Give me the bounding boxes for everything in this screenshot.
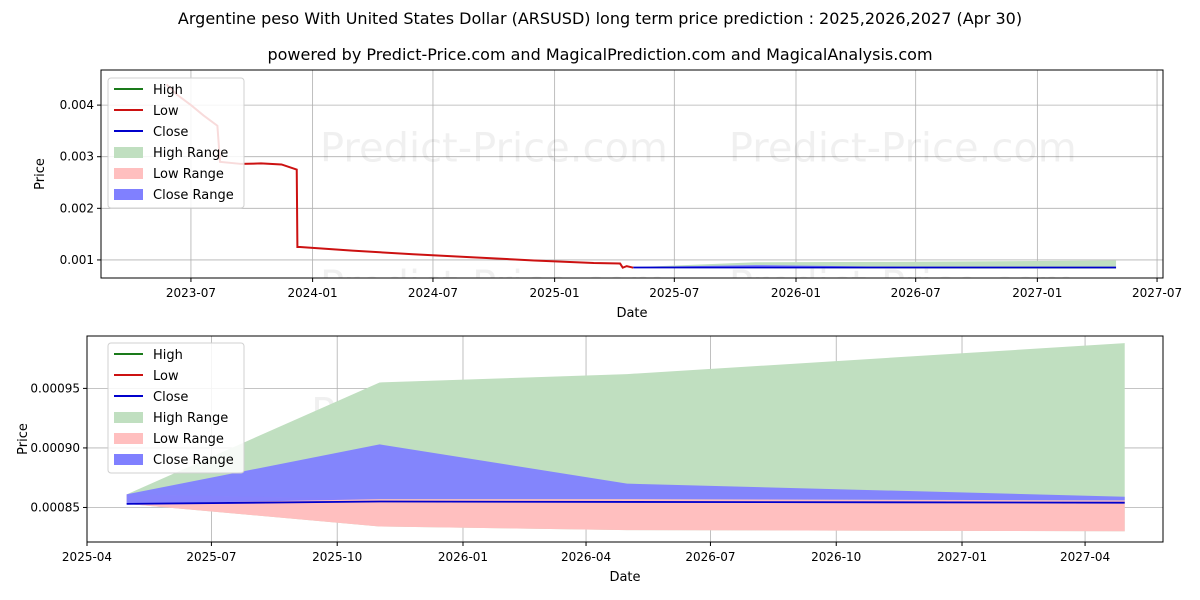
- panel2-legend-label-close: Close: [153, 390, 188, 405]
- watermark: Predict-Price.com: [729, 126, 1077, 172]
- panel2-plot-frame: [86, 335, 1164, 543]
- panel2-x-tick-label: 2025-04: [62, 550, 112, 564]
- panel1-x-tick-label: 2025-01: [530, 286, 580, 300]
- panel1-legend-label-high-range: High Range: [153, 146, 228, 161]
- panel2-y-tick-label: 0.00095: [30, 381, 80, 395]
- panel2-x-tick-label: 2027-04: [1060, 550, 1110, 564]
- panel1-x-axis-label: Date: [616, 306, 647, 321]
- panel2-x-tick-label: 2026-01: [438, 550, 488, 564]
- panel1-y-axis-label: Price: [33, 158, 48, 190]
- panel1-legend-swatch-low-range: [114, 168, 143, 179]
- chart-title: Argentine peso With United States Dollar…: [177, 9, 1023, 28]
- panel1-legend-label-low: Low: [153, 104, 179, 119]
- panel2-x-tick-label: 2026-10: [811, 550, 861, 564]
- panel2-x-tick-label: 2026-07: [685, 550, 735, 564]
- panel1-x-tick-label: 2023-07: [166, 286, 216, 300]
- panel2-legend-label-high: High: [153, 348, 183, 363]
- panel2-legend-swatch-high-range: [114, 412, 143, 423]
- panel2-y-tick-label: 0.00090: [30, 441, 80, 455]
- panel2-legend-label-high-range: High Range: [153, 411, 228, 426]
- panel2-x-tick-label: 2025-10: [312, 550, 362, 564]
- panel1-x-tick-label: 2025-07: [649, 286, 699, 300]
- panel2-legend-label-close-range: Close Range: [153, 453, 234, 468]
- panel2-x-tick-label: 2026-04: [561, 550, 611, 564]
- panel1-legend-label-low-range: Low Range: [153, 167, 224, 182]
- watermark: Predict-Price.com: [320, 263, 668, 309]
- panel1-legend-label-close: Close: [153, 125, 188, 140]
- panel1-legend-label-high: High: [153, 83, 183, 98]
- panel1-x-tick-label: 2026-01: [771, 286, 821, 300]
- watermark: Predict-Price.com: [320, 126, 668, 172]
- panel2-x-tick-label: 2025-07: [186, 550, 236, 564]
- chart-subtitle: powered by Predict-Price.com and Magical…: [267, 45, 933, 64]
- panel2-x-axis-label: Date: [609, 570, 640, 585]
- panel2-close-range-band: [126, 444, 1125, 504]
- panel1-x-tick-label: 2024-07: [408, 286, 458, 300]
- panel2-legend-label-low-range: Low Range: [153, 432, 224, 447]
- panel1-plot-frame: [100, 69, 1164, 279]
- panel1-legend-swatch-high-range: [114, 147, 143, 158]
- panel2-y-tick-label: 0.00085: [30, 500, 80, 514]
- panel1-y-tick-label: 0.002: [60, 201, 94, 215]
- panel2-legend-swatch-low-range: [114, 433, 143, 444]
- panel1-x-tick-label: 2024-01: [288, 286, 338, 300]
- panel1-y-tick-label: 0.001: [60, 253, 94, 267]
- panel1-y-tick-label: 0.004: [60, 98, 94, 112]
- panel1-legend-swatch-close-range: [114, 189, 143, 200]
- panel2-y-axis-label: Price: [16, 423, 31, 455]
- panel2-legend-swatch-close-range: [114, 454, 143, 465]
- panel2-legend-label-low: Low: [153, 369, 179, 384]
- panel1-x-tick-label: 2027-07: [1132, 286, 1182, 300]
- panel1-y-tick-label: 0.003: [60, 150, 94, 164]
- panel1-x-tick-label: 2027-01: [1012, 286, 1062, 300]
- panel2-low-range-band: [126, 494, 1125, 532]
- panel1-legend-label-close-range: Close Range: [153, 188, 234, 203]
- panel2-close-line: [126, 500, 1125, 505]
- panel2-x-tick-label: 2027-01: [937, 550, 987, 564]
- panel1-x-tick-label: 2026-07: [891, 286, 941, 300]
